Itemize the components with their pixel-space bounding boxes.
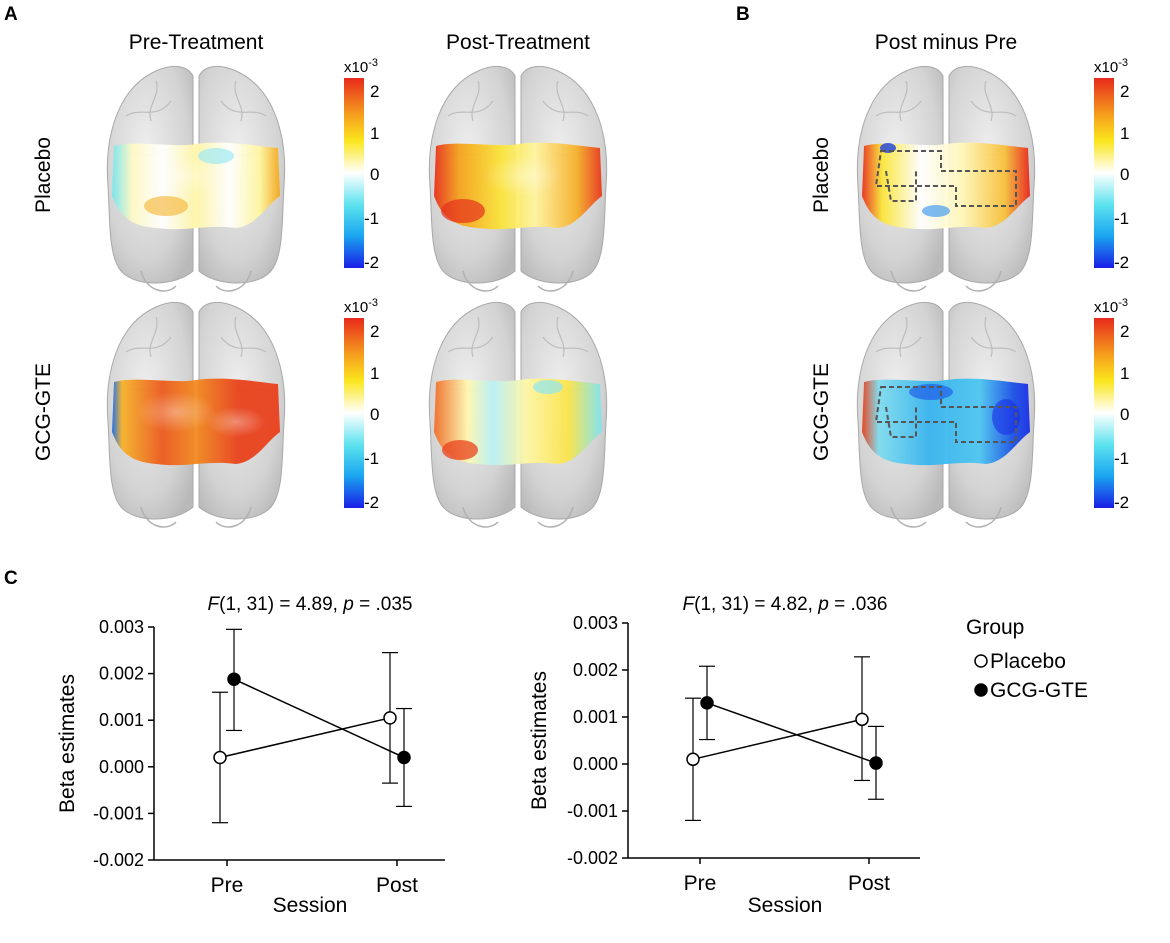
colorbar-a-placebo: x10-3 2 1 0 -1 -2 [344,57,379,272]
stat-title-f: F [683,594,696,615]
colorbar-a-gcg-gte: x10-3 2 1 0 -1 -2 [344,297,379,512]
colorbar-b-placebo: x10-3 2 1 0 -1 -2 [1094,57,1129,272]
col-title-post-treatment: Post-Treatment [446,31,590,54]
y-axis-label: Beta estimates [56,674,79,813]
x-axis-label: Session [273,894,348,917]
colorbar-exponent: x10-3 [344,297,378,316]
y-tick-label: 0.003 [99,617,144,637]
data-point-gcg-gte [397,750,411,765]
legend-marker-gcg-gte [974,683,988,697]
colorbar-tick: 1 [370,124,379,143]
stat-title-p: p [342,594,354,615]
col-title-post-minus-pre: Post minus Pre [875,31,1017,54]
line-chart-right: F(1, 31) = 4.82, p = .036 0.003 0.002 0.001… [528,594,920,917]
stat-title: F(1, 31) = 4.82, p = .036 [683,594,888,615]
row-label-a-placebo: Placebo [32,137,55,213]
colorbar-tick: 0 [370,405,379,424]
colorbar-tick: 1 [1120,124,1129,143]
colorbar-gradient [1094,78,1114,268]
colorbar-tick: -2 [364,253,379,272]
brain-map-placebo-pre [106,65,286,292]
y-axis-label: Beta estimates [528,671,551,810]
y-tick-label: -0.001 [567,801,618,821]
y-tick-label: 0.003 [573,613,618,633]
colorbar-b-gcg-gte: x10-3 2 1 0 -1 -2 [1094,297,1129,512]
colorbar-tick: -1 [364,449,379,468]
colorbar-tick: -1 [1114,449,1129,468]
colorbar-tick: 1 [370,364,379,383]
row-label-b-gcg-gte: GCG-GTE [810,363,833,461]
series-line-placebo [219,717,391,759]
x-tick-label: Pre [211,874,244,897]
x-tick-label: Post [376,874,418,897]
y-tick-label: 0.002 [99,664,144,684]
row-label-a-gcg-gte: GCG-GTE [32,363,55,461]
data-point-placebo [855,712,869,727]
legend-label-gcg-gte: GCG-GTE [990,679,1088,702]
y-tick-label: -0.002 [567,848,618,868]
brain-map-diff-gcg-gte [856,301,1036,528]
brain-map-gcg-gte-pre [106,301,286,528]
line-chart-left: F(1, 31) = 4.89, p = .035 0.003 0.002 0.001… [56,594,445,917]
series-line-gcg-gte [706,702,877,764]
colorbar-tick: 0 [1120,165,1129,184]
row-label-b-placebo: Placebo [810,137,833,213]
data-point-gcg-gte [227,672,241,686]
colorbar-tick: 0 [370,165,379,184]
data-point-placebo [686,752,700,767]
y-tick-label: 0.000 [99,757,144,777]
colorbar-tick: -2 [364,493,379,512]
colorbar-tick: -2 [1114,493,1129,512]
stat-title: F(1, 31) = 4.89, p = .035 [208,594,413,615]
x-axis-label: Session [748,894,823,917]
panel-letter-a: A [4,4,18,25]
legend-marker-placebo [974,654,988,668]
stat-title-p: p [817,594,829,615]
colorbar-gradient [1094,318,1114,508]
stat-title-f: F [208,594,221,615]
colorbar-gradient [344,318,364,508]
panel-letter-b: B [736,4,750,25]
colorbar-tick: -1 [364,209,379,228]
stat-title-mid: (1, 31) = 4.89, [219,594,343,615]
y-tick-label: 0.002 [573,660,618,680]
brain-map-gcg-gte-post [428,301,608,528]
data-point-placebo [213,750,227,765]
x-tick-label: Post [848,872,890,895]
data-point-gcg-gte [869,756,883,770]
y-tick-label: 0.000 [573,754,618,774]
colorbar-tick: -2 [1114,253,1129,272]
legend-title: Group [966,616,1024,639]
data-point-placebo [383,711,397,725]
colorbar-tick: 2 [1120,82,1129,101]
colorbar-exponent: x10-3 [1094,297,1128,316]
colorbar-tick: 1 [1120,364,1129,383]
colorbar-exponent: x10-3 [1094,57,1128,76]
x-tick-label: Pre [684,872,717,895]
colorbar-tick: 2 [1120,322,1129,341]
y-tick-label: 0.001 [99,710,144,730]
stat-title-val: = .035 [354,594,413,615]
series-line-gcg-gte [233,678,405,759]
colorbar-tick: 0 [1120,405,1129,424]
y-tick-label: -0.001 [93,803,144,823]
panel-letter-c: C [4,568,18,589]
colorbar-exponent: x10-3 [344,57,378,76]
data-point-gcg-gte [700,696,714,710]
colorbar-gradient [344,78,364,268]
colorbar-tick: -1 [1114,209,1129,228]
stat-title-mid: (1, 31) = 4.82, [694,594,818,615]
stat-title-val: = .036 [829,594,888,615]
y-tick-label: -0.002 [93,850,144,870]
legend: Group Placebo GCG-GTE [966,616,1088,702]
colorbar-tick: 2 [370,82,379,101]
legend-label-placebo: Placebo [990,650,1066,673]
brain-map-diff-placebo [856,65,1036,292]
y-tick-label: 0.001 [573,707,618,727]
colorbar-tick: 2 [370,322,379,341]
series-line-placebo [692,718,863,761]
brain-map-placebo-post [428,65,608,292]
col-title-pre-treatment: Pre-Treatment [129,31,264,54]
